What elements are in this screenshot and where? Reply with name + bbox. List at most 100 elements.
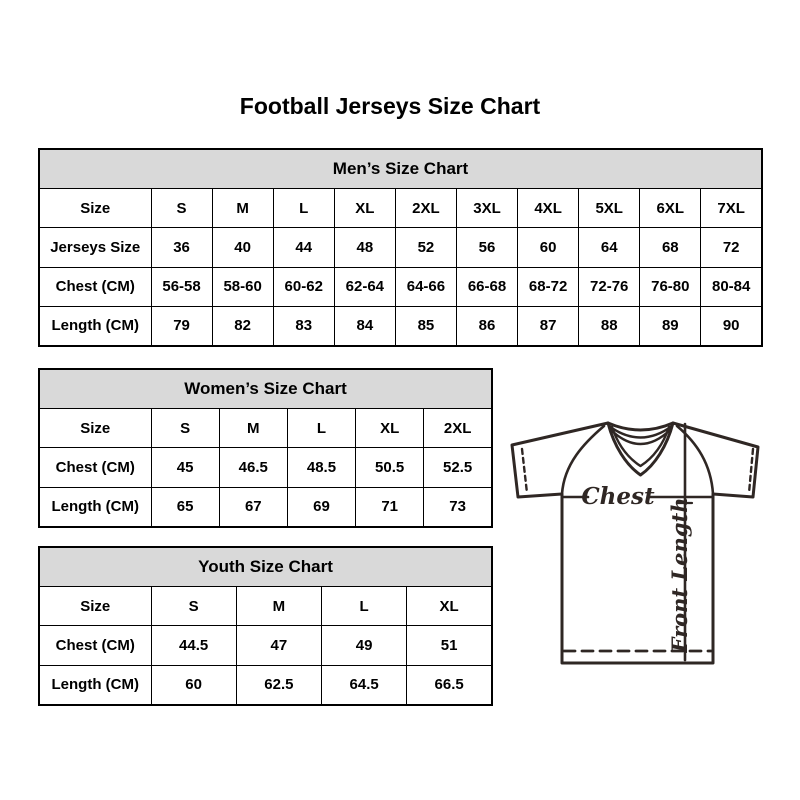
chest-label: Chest xyxy=(581,483,655,510)
value-cell: 52 xyxy=(394,227,457,268)
value-cell: 89 xyxy=(639,305,702,347)
value-cell: 6XL xyxy=(639,188,702,229)
value-cell: 64 xyxy=(578,227,641,268)
collar-v-outer xyxy=(606,421,675,477)
jersey-outline xyxy=(510,421,760,665)
collar-arc-3 xyxy=(609,428,672,446)
table-title: Men’s Size Chart xyxy=(38,148,763,190)
table-row: Chest (CM) 44.5 47 49 51 xyxy=(38,625,493,666)
value-cell: XL xyxy=(333,188,396,229)
row-label-cell: Chest (CM) xyxy=(38,447,152,488)
table-row: Chest (CM) 45 46.5 48.5 50.5 52.5 xyxy=(38,447,493,488)
jersey-measurement-diagram: Chest Front Length xyxy=(510,421,760,665)
value-cell: 82 xyxy=(211,305,274,347)
value-cell: 7XL xyxy=(700,188,763,229)
table-row: Chest (CM) 56-58 58-60 60-62 62-64 64-66 66-68… xyxy=(38,266,763,307)
value-cell: 62-64 xyxy=(333,266,396,307)
value-cell: 56 xyxy=(455,227,519,268)
table-row: Length (CM) 65 67 69 71 73 xyxy=(38,486,493,528)
table-row: Size S M L XL 2XL 3XL 4XL 5XL 6XL 7XL xyxy=(38,188,763,229)
value-cell: 80-84 xyxy=(700,266,763,307)
value-cell: XL xyxy=(406,586,493,627)
row-label-cell: Size xyxy=(38,408,152,449)
value-cell: 68-72 xyxy=(517,266,580,307)
value-cell: L xyxy=(286,408,357,449)
value-cell: 56-58 xyxy=(150,266,213,307)
value-cell: 36 xyxy=(150,227,213,268)
value-cell: 85 xyxy=(394,305,457,347)
value-cell: 69 xyxy=(286,486,357,528)
value-cell: 71 xyxy=(355,486,425,528)
right-cuff-dashed-line xyxy=(747,447,755,495)
row-label-cell: Chest (CM) xyxy=(38,625,152,666)
value-cell: XL xyxy=(355,408,425,449)
value-cell: 4XL xyxy=(517,188,580,229)
value-cell: 79 xyxy=(150,305,213,347)
value-cell: S xyxy=(150,188,213,229)
collar-arc-2 xyxy=(607,424,674,439)
value-cell: 62.5 xyxy=(235,664,323,706)
value-cell: 2XL xyxy=(394,188,457,229)
value-cell: M xyxy=(211,188,274,229)
table-title-row: Women’s Size Chart xyxy=(38,368,493,410)
row-label-cell: Size xyxy=(38,188,152,229)
table-row: Size S M L XL xyxy=(38,586,493,627)
front-length-label: Front Length xyxy=(667,498,692,654)
row-label-cell: Length (CM) xyxy=(38,486,152,528)
value-cell: 64-66 xyxy=(394,266,457,307)
value-cell: 64.5 xyxy=(320,664,408,706)
value-cell: 5XL xyxy=(578,188,641,229)
value-cell: 44.5 xyxy=(150,625,237,666)
value-cell: 60 xyxy=(517,227,580,268)
womens-size-table: Women’s Size Chart Size S M L XL 2XL Chest (CM)… xyxy=(38,368,493,528)
table-row: Size S M L XL 2XL xyxy=(38,408,493,449)
value-cell: 72 xyxy=(700,227,763,268)
value-cell: 52.5 xyxy=(423,447,493,488)
value-cell: M xyxy=(235,586,323,627)
row-label-cell: Length (CM) xyxy=(38,305,152,347)
value-cell: 60 xyxy=(150,664,237,706)
value-cell: 65 xyxy=(150,486,220,528)
table-row: Jerseys Size 36 40 44 48 52 56 60 64 68 72 xyxy=(38,227,763,268)
value-cell: 51 xyxy=(406,625,493,666)
value-cell: 67 xyxy=(218,486,288,528)
value-cell: 58-60 xyxy=(211,266,274,307)
value-cell: 48.5 xyxy=(286,447,357,488)
value-cell: L xyxy=(320,586,408,627)
value-cell: 73 xyxy=(423,486,493,528)
table-title-row: Youth Size Chart xyxy=(38,546,493,588)
value-cell: 46.5 xyxy=(218,447,288,488)
row-label-cell: Chest (CM) xyxy=(38,266,152,307)
value-cell: S xyxy=(150,586,237,627)
youth-size-table: Youth Size Chart Size S M L XL Chest (CM) 44.5 4… xyxy=(38,546,493,706)
value-cell: 45 xyxy=(150,447,220,488)
collar-arc-1 xyxy=(606,421,675,432)
value-cell: L xyxy=(272,188,335,229)
value-cell: 3XL xyxy=(455,188,519,229)
value-cell: 40 xyxy=(211,227,274,268)
table-row: Length (CM) 60 62.5 64.5 66.5 xyxy=(38,664,493,706)
value-cell: 47 xyxy=(235,625,323,666)
left-cuff-dashed-line xyxy=(520,447,529,495)
table-title: Women’s Size Chart xyxy=(38,368,493,410)
value-cell: M xyxy=(218,408,288,449)
value-cell: S xyxy=(150,408,220,449)
value-cell: 87 xyxy=(517,305,580,347)
collar-v-inner xyxy=(610,425,671,468)
table-title-row: Men’s Size Chart xyxy=(38,148,763,190)
page-title: Football Jerseys Size Chart xyxy=(239,93,541,119)
value-cell: 86 xyxy=(455,305,519,347)
left-sleeve-seam xyxy=(560,424,606,496)
value-cell: 2XL xyxy=(423,408,493,449)
value-cell: 68 xyxy=(639,227,702,268)
right-sleeve-seam xyxy=(675,424,715,496)
table-title: Youth Size Chart xyxy=(38,546,493,588)
value-cell: 60-62 xyxy=(272,266,335,307)
table-row: Length (CM) 79 82 83 84 85 86 87 88 89 90 xyxy=(38,305,763,347)
value-cell: 84 xyxy=(333,305,396,347)
value-cell: 50.5 xyxy=(355,447,425,488)
value-cell: 76-80 xyxy=(639,266,702,307)
row-label-cell: Jerseys Size xyxy=(38,227,152,268)
value-cell: 49 xyxy=(320,625,408,666)
